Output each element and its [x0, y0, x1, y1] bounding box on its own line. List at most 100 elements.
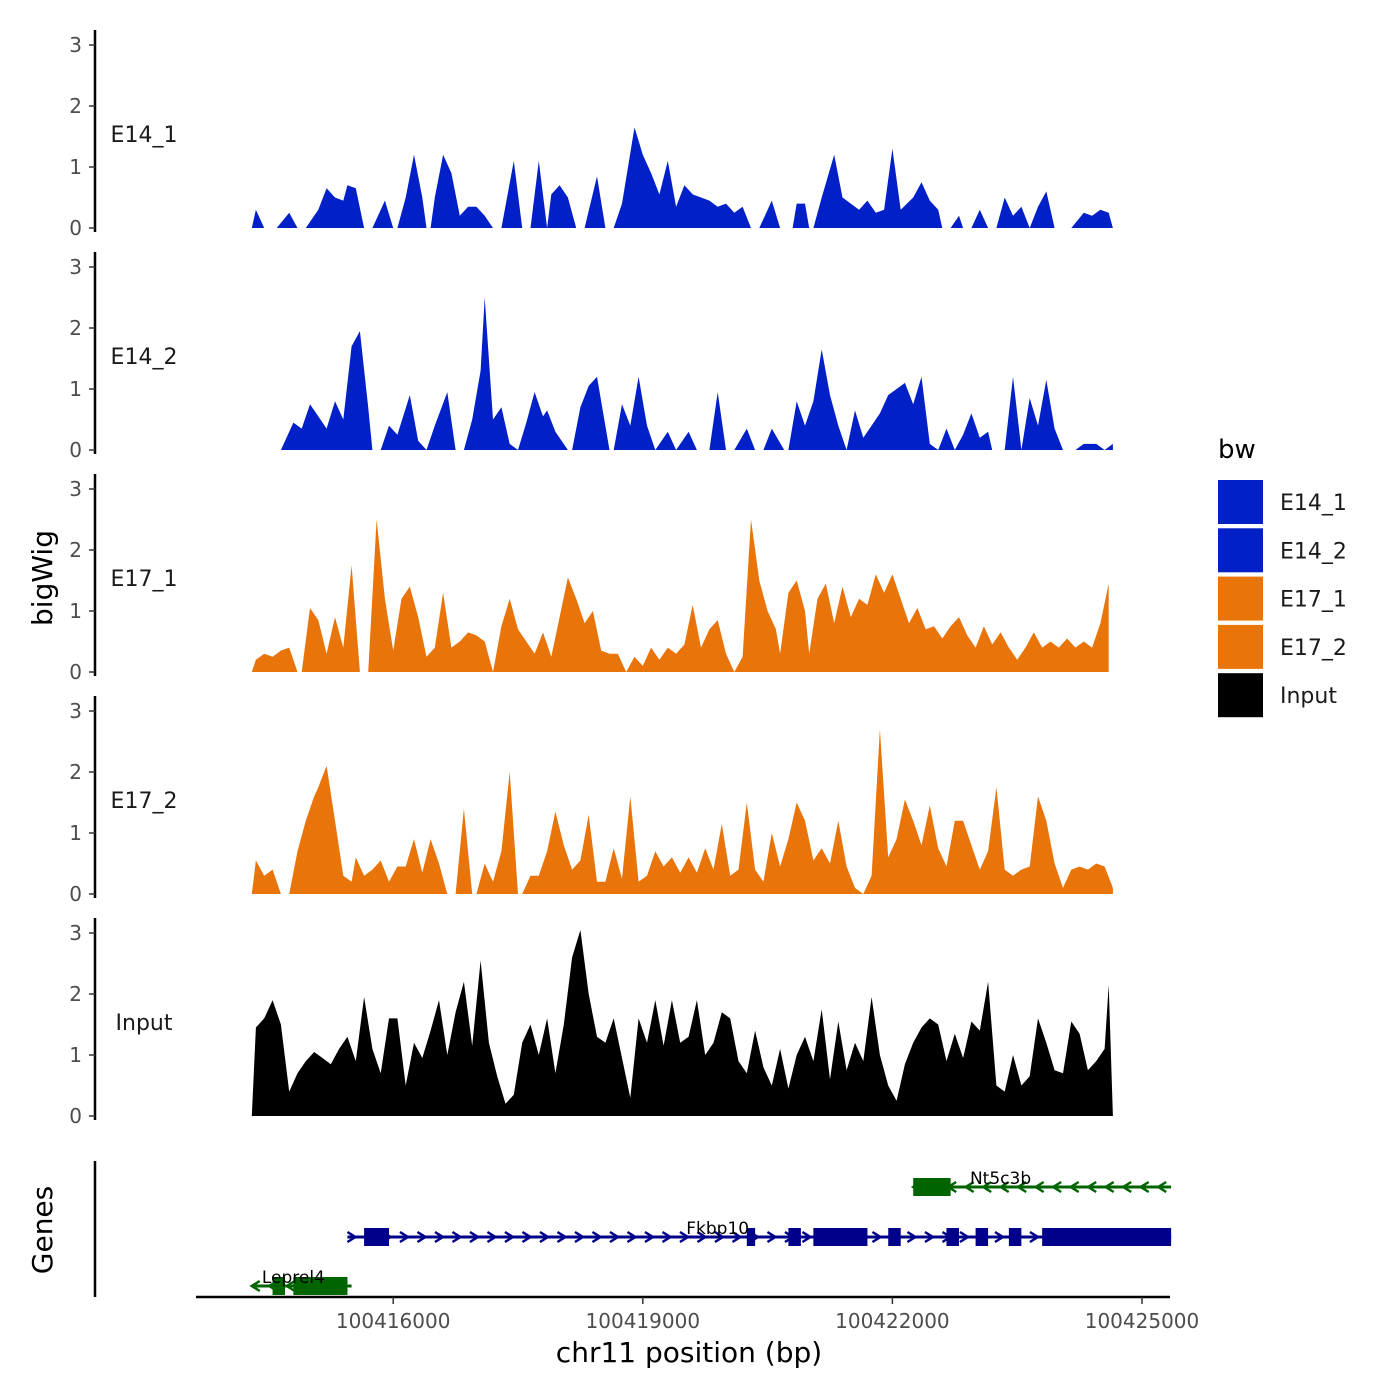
- genes-axis-title: Genes: [26, 1186, 59, 1274]
- gene-exon: [946, 1228, 959, 1246]
- legend-title: bw: [1218, 435, 1256, 465]
- strand-chevron: [998, 1180, 1010, 1194]
- strand-chevron: [591, 1230, 603, 1244]
- strand-chevron: [399, 1230, 411, 1244]
- gene-exon: [746, 1228, 756, 1246]
- strand-chevron: [451, 1230, 463, 1244]
- y-tick-label: 2: [69, 538, 82, 562]
- gene-exon: [788, 1228, 801, 1246]
- strand-chevron: [1033, 1180, 1045, 1194]
- strand-chevron: [539, 1230, 551, 1244]
- x-tick-label: 100419000: [586, 1309, 701, 1333]
- strand-chevron: [1015, 1180, 1027, 1194]
- strand-chevron: [1120, 1180, 1132, 1194]
- strand-chevron: [801, 1230, 813, 1244]
- x-tick-label: 100416000: [336, 1309, 451, 1333]
- y-tick-label: 2: [69, 94, 82, 118]
- y-tick-label: 3: [69, 477, 82, 501]
- gene-exon: [1008, 1228, 1022, 1246]
- strand-chevron: [1155, 1180, 1167, 1194]
- track-label-E14_1: E14_1: [111, 123, 178, 148]
- strand-chevron: [469, 1230, 481, 1244]
- gene-exon: [364, 1228, 390, 1246]
- strand-chevron: [766, 1230, 778, 1244]
- strand-chevron: [504, 1230, 516, 1244]
- legend-swatch-E17_2: [1218, 624, 1263, 669]
- strand-chevron: [696, 1230, 708, 1244]
- strand-chevron: [434, 1230, 446, 1244]
- legend-swatch-E14_2: [1218, 528, 1263, 573]
- x-axis: 100416000 100419000 100422000 100425000: [196, 1295, 1200, 1333]
- y-tick-label: 0: [69, 1104, 82, 1128]
- track-E14_2: 0 1 2 3 E14_2: [69, 252, 1113, 462]
- legend-label-E14_2: E14_2: [1280, 539, 1347, 564]
- strand-chevron: [731, 1230, 743, 1244]
- y-tick-label: 1: [69, 155, 82, 179]
- strand-chevron: [521, 1230, 533, 1244]
- y-tick-label: 1: [69, 821, 82, 845]
- strand-chevron: [963, 1180, 975, 1194]
- x-axis-title: chr11 position (bp): [556, 1336, 822, 1369]
- track-label-E17_2: E17_2: [111, 789, 178, 814]
- strand-chevron: [626, 1230, 638, 1244]
- legend: bw E14_1 E14_2 E17_1 E17_2 Input: [1218, 435, 1347, 718]
- strand-chevron: [556, 1230, 568, 1244]
- strand-chevron: [1029, 1230, 1041, 1244]
- x-tick-label: 100425000: [1085, 1309, 1200, 1333]
- y-tick-label: 3: [69, 699, 82, 723]
- coverage-area-E17_2: [251, 729, 1113, 894]
- gene-exon: [1042, 1228, 1172, 1246]
- gene-label-Nt5c3b: Nt5c3b: [970, 1169, 1031, 1189]
- track-E14_1: 0 1 2 3 E14_1: [69, 30, 1113, 240]
- y-tick-label: 1: [69, 599, 82, 623]
- y-tick-label: 2: [69, 982, 82, 1006]
- legend-label-E17_1: E17_1: [1280, 588, 1347, 613]
- gene-exon: [272, 1277, 286, 1295]
- y-tick-label: 2: [69, 316, 82, 340]
- strand-chevron: [1085, 1180, 1097, 1194]
- strand-chevron: [1050, 1180, 1062, 1194]
- y-tick-label: 0: [69, 882, 82, 906]
- y-tick-label: 0: [69, 438, 82, 462]
- strand-chevron: [346, 1230, 358, 1244]
- legend-label-Input: Input: [1280, 684, 1337, 709]
- strand-chevron: [1103, 1180, 1115, 1194]
- y-axis-title: bigWig: [26, 530, 59, 626]
- gene-exon: [975, 1228, 989, 1246]
- strand-chevron: [980, 1180, 992, 1194]
- y-tick-label: 1: [69, 1043, 82, 1067]
- strand-chevron: [871, 1230, 883, 1244]
- gene-exon: [813, 1228, 868, 1246]
- y-tick-label: 0: [69, 216, 82, 240]
- gene-Fkbp10: Fkbp10: [346, 1219, 1172, 1246]
- strand-chevron: [284, 1279, 296, 1293]
- strand-chevron: [486, 1230, 498, 1244]
- strand-chevron: [924, 1230, 936, 1244]
- gene-Nt5c3b: Nt5c3b: [910, 1169, 1172, 1196]
- y-tick-label: 3: [69, 255, 82, 279]
- strand-chevron: [644, 1230, 656, 1244]
- strand-chevron: [661, 1230, 673, 1244]
- strand-chevron: [416, 1230, 428, 1244]
- legend-swatch-E14_1: [1218, 480, 1263, 524]
- gene-Leprel4: Leprel4: [249, 1268, 352, 1295]
- track-E17_1: 0 1 2 3 E17_1: [69, 474, 1109, 684]
- gene-track: Nt5c3b Fkbp10 Leprel4: [93, 1161, 1172, 1297]
- coverage-area-E17_1: [251, 519, 1109, 672]
- strand-chevron: [994, 1230, 1006, 1244]
- strand-chevron: [959, 1230, 971, 1244]
- coverage-area-E14_2: [251, 297, 1113, 450]
- gene-label-Fkbp10: Fkbp10: [686, 1219, 749, 1239]
- y-tick-label: 2: [69, 760, 82, 784]
- coverage-area-E14_1: [251, 127, 1113, 228]
- gene-exon: [888, 1228, 901, 1246]
- strand-chevron: [249, 1279, 261, 1293]
- x-tick-label: 100422000: [835, 1309, 950, 1333]
- strand-chevron: [574, 1230, 586, 1244]
- strand-chevron: [679, 1230, 691, 1244]
- gene-label-Leprel4: Leprel4: [262, 1268, 325, 1288]
- y-tick-label: 3: [69, 33, 82, 57]
- strand-chevron: [1068, 1180, 1080, 1194]
- track-label-Input: Input: [116, 1011, 173, 1036]
